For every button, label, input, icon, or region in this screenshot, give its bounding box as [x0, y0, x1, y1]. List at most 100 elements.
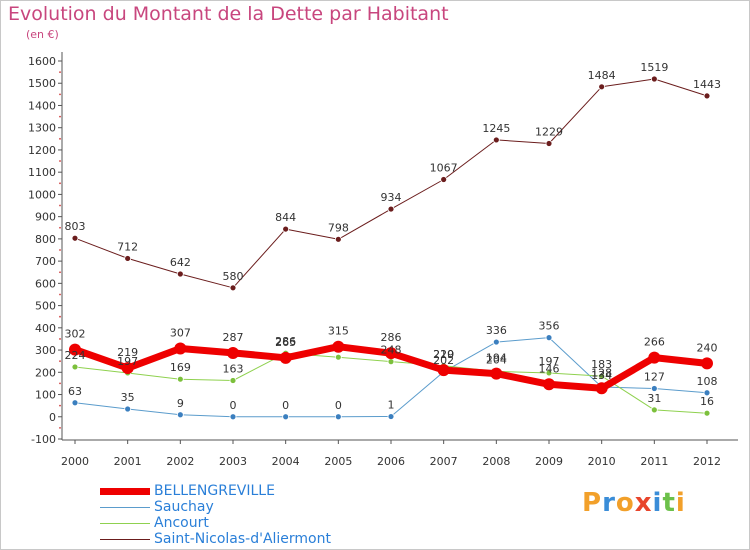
data-point-bellengreville [174, 342, 187, 355]
brand-letter: i [675, 488, 686, 518]
data-label-saint-nicolas-d-aliermont: 798 [328, 221, 349, 234]
y-tick-label: 900 [35, 211, 56, 224]
x-tick-label: 2009 [535, 455, 563, 468]
data-label-ancourt: 204 [486, 353, 507, 366]
y-minor-tick [59, 426, 61, 429]
data-point-bellengreville [437, 364, 450, 377]
data-point-bellengreville [332, 340, 345, 353]
y-minor-tick [59, 382, 61, 385]
data-point-sauchay [176, 411, 184, 419]
legend-swatch [100, 523, 150, 524]
chart-subtitle: (en €) [26, 28, 59, 41]
data-point-saint-nicolas-d-aliermont [545, 140, 553, 147]
x-tick-label: 2011 [640, 455, 668, 468]
data-label-sauchay: 0 [335, 399, 342, 412]
data-label-ancourt: 169 [170, 361, 191, 374]
y-minor-tick [59, 293, 61, 296]
data-point-saint-nicolas-d-aliermont [650, 75, 658, 83]
data-label-saint-nicolas-d-aliermont: 642 [170, 256, 191, 269]
data-point-sauchay [229, 413, 237, 421]
data-label-saint-nicolas-d-aliermont: 1229 [535, 125, 563, 138]
data-point-bellengreville [227, 346, 239, 359]
data-label-saint-nicolas-d-aliermont: 1484 [588, 69, 616, 82]
data-point-sauchay [124, 405, 132, 413]
x-tick-label: 2008 [482, 455, 510, 468]
y-tick-label: 700 [35, 255, 56, 268]
legend-label: Sauchay [154, 499, 214, 515]
data-label-ancourt: 248 [381, 344, 402, 357]
data-label-sauchay: 9 [177, 397, 184, 410]
y-tick-label: 1400 [28, 99, 56, 112]
data-point-sauchay [650, 385, 658, 392]
legend-swatch [100, 539, 150, 540]
y-minor-tick [59, 404, 61, 407]
y-tick-label: 1500 [28, 77, 56, 90]
data-label-bellengreville: 286 [381, 331, 402, 344]
data-point-saint-nicolas-d-aliermont [229, 284, 237, 292]
x-tick-label: 2004 [272, 455, 300, 468]
brand-logo: Proxiti [582, 488, 686, 518]
data-point-saint-nicolas-d-aliermont [176, 270, 184, 278]
legend-label: BELLENGREVILLE [154, 483, 275, 499]
data-label-ancourt: 16 [700, 395, 714, 408]
data-point-bellengreville [648, 351, 661, 364]
data-label-ancourt: 229 [433, 348, 454, 361]
data-label-ancourt: 197 [539, 355, 560, 368]
data-point-saint-nicolas-d-aliermont [598, 83, 606, 91]
data-label-saint-nicolas-d-aliermont: 803 [65, 220, 86, 233]
data-label-bellengreville: 315 [328, 325, 349, 338]
data-point-bellengreville [69, 343, 81, 356]
brand-letter: x [634, 488, 653, 518]
data-point-sauchay [545, 334, 553, 342]
data-point-bellengreville [121, 362, 134, 375]
data-point-bellengreville [279, 351, 292, 364]
y-tick-label: 800 [35, 233, 56, 246]
x-tick-label: 2006 [377, 455, 405, 468]
y-tick-label: 1000 [28, 188, 56, 201]
legend-label: Saint-Nicolas-d'Aliermont [154, 531, 331, 547]
data-label-sauchay: 1 [388, 399, 395, 412]
data-label-sauchay: 63 [68, 385, 82, 398]
data-point-sauchay [71, 399, 79, 407]
legend-swatch [100, 488, 150, 495]
data-point-saint-nicolas-d-aliermont [124, 255, 132, 262]
brand-letter: i [652, 488, 663, 518]
y-minor-tick [59, 226, 61, 229]
data-point-ancourt [598, 372, 606, 380]
data-point-sauchay [387, 413, 395, 420]
y-tick-label: 300 [35, 344, 56, 357]
y-minor-tick [59, 315, 61, 318]
data-label-bellengreville: 266 [644, 336, 665, 349]
x-tick-label: 2001 [114, 455, 142, 468]
data-label-saint-nicolas-d-aliermont: 712 [117, 240, 138, 253]
y-minor-tick [59, 160, 61, 162]
data-point-saint-nicolas-d-aliermont [703, 92, 711, 100]
data-point-ancourt [545, 369, 553, 377]
data-label-bellengreville: 240 [697, 341, 718, 354]
data-point-ancourt [650, 406, 658, 414]
data-label-saint-nicolas-d-aliermont: 934 [381, 191, 402, 204]
y-tick-label: 1300 [28, 122, 56, 135]
data-point-ancourt [229, 377, 237, 384]
data-label-saint-nicolas-d-aliermont: 1245 [482, 122, 510, 135]
y-tick-label: 1600 [28, 55, 56, 68]
y-tick-label: 1100 [28, 166, 56, 179]
y-minor-tick [59, 271, 61, 274]
data-point-ancourt [387, 358, 395, 366]
data-label-bellengreville: 210 [433, 348, 454, 361]
data-point-saint-nicolas-d-aliermont [334, 235, 342, 243]
data-label-sauchay: 35 [121, 391, 135, 404]
x-tick-label: 2012 [693, 455, 721, 468]
data-point-saint-nicolas-d-aliermont [282, 225, 290, 233]
data-point-ancourt [176, 375, 184, 383]
data-label-bellengreville: 128 [591, 366, 612, 379]
data-label-ancourt: 197 [117, 355, 138, 368]
data-label-sauchay: 0 [230, 399, 237, 412]
data-label-saint-nicolas-d-aliermont: 1443 [693, 78, 721, 91]
x-tick-label: 2002 [166, 455, 194, 468]
data-label-bellengreville: 194 [486, 352, 507, 365]
data-label-bellengreville: 265 [275, 336, 296, 349]
data-point-sauchay [492, 338, 500, 346]
brand-letter: t [662, 488, 676, 518]
